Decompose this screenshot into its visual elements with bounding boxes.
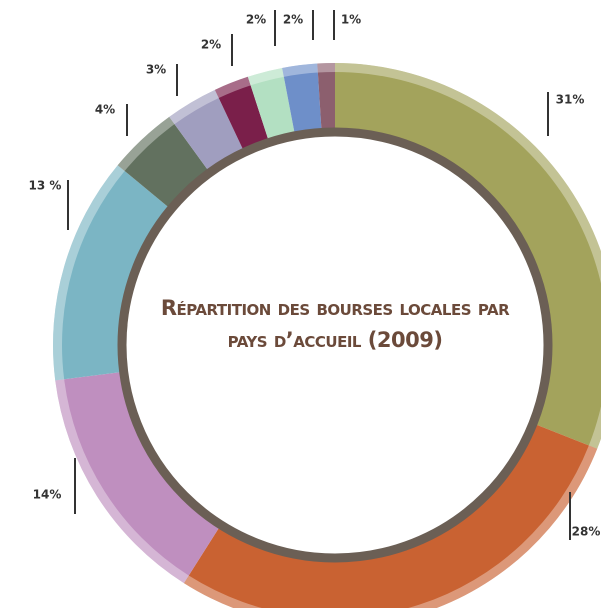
donut-slice [317, 63, 335, 134]
donut-slice [214, 76, 270, 154]
inner-ring [117, 127, 553, 563]
slice-rim [317, 63, 335, 73]
slice-rim [117, 116, 175, 171]
value-label: 2% [201, 38, 221, 52]
slice-rim [169, 89, 219, 125]
slice-rim [53, 165, 125, 381]
value-label: 28% [572, 525, 601, 539]
slice-rim [183, 445, 598, 608]
value-label: 3% [146, 63, 166, 77]
value-label: 31% [556, 93, 585, 107]
slice-rim [282, 63, 318, 77]
donut-slice [183, 423, 598, 608]
value-label: 14% [33, 488, 62, 502]
donut-slice [247, 67, 296, 144]
value-label: 2% [283, 13, 303, 27]
donut-slice [335, 63, 601, 449]
value-label: 13 % [29, 179, 62, 193]
value-label: 4% [95, 103, 115, 117]
value-label: 2% [246, 13, 266, 27]
donut-slice [282, 63, 322, 137]
donut-slice [55, 371, 222, 584]
chart-title: Répartition des bourses locales par pays… [160, 296, 510, 352]
donut-slice [53, 165, 172, 381]
donut-slice [169, 89, 245, 174]
value-label: 1% [341, 13, 361, 27]
slice-rim [247, 67, 284, 86]
slice-rim [214, 76, 251, 98]
